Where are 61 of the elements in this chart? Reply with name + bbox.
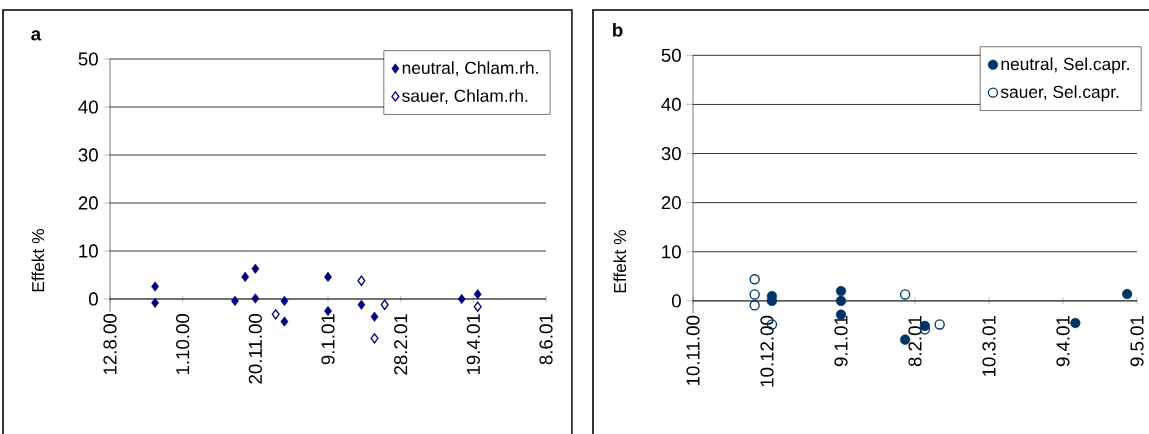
point	[324, 271, 332, 282]
y-tick-label: 0	[671, 294, 681, 308]
y-tick-label: 10	[662, 245, 681, 259]
point	[835, 285, 847, 297]
y-axis-title: Effekt %	[613, 230, 627, 293]
x-tick-label: 8.2.01	[908, 316, 922, 367]
point	[749, 300, 760, 311]
x-tick-label: 1.10.00	[176, 313, 190, 375]
point	[380, 299, 389, 310]
point	[1070, 317, 1081, 329]
y-tick-label: 50	[78, 52, 98, 66]
y-tick-label: 10	[79, 244, 98, 258]
point	[749, 289, 760, 300]
x-tick-label: 9.4.01	[1056, 316, 1070, 367]
x-tick-label: 9.1.01	[834, 316, 848, 367]
x-tick-label: 10.12.00	[760, 315, 774, 387]
chart-title: a	[31, 30, 42, 41]
x-tick-label: 8.6.01	[539, 314, 553, 365]
chart-title: b	[613, 23, 623, 37]
x-tick-label: 20.11.00	[248, 313, 262, 384]
y-tick-label: 50	[661, 48, 681, 62]
point	[151, 281, 159, 292]
x-tick-label: 12.8.00	[103, 313, 117, 375]
point	[241, 271, 250, 282]
y-tick-label: 20	[661, 196, 681, 210]
legend-label: sauer, Chlam.rh.	[402, 89, 528, 104]
point	[1122, 288, 1133, 300]
point	[473, 301, 482, 312]
legend-label: sauer, Sel.capr.	[1000, 85, 1119, 102]
y-tick-label: 40	[661, 97, 681, 112]
point	[151, 297, 159, 308]
point	[370, 311, 379, 322]
y-tick-label: 40	[78, 100, 98, 114]
point	[370, 333, 379, 344]
x-tick-label: 9.5.01	[1130, 316, 1144, 367]
point	[280, 316, 289, 327]
x-tick-label: 28.2.01	[394, 314, 408, 375]
y-tick-label: 20	[78, 196, 98, 210]
point	[473, 289, 482, 300]
y-tick-label: 0	[88, 292, 98, 306]
point	[357, 299, 366, 310]
point	[899, 289, 911, 300]
legend-label: neutral, Sel.capr.	[1001, 57, 1129, 74]
point	[934, 319, 945, 330]
x-tick-label: 19.4.01	[466, 314, 480, 375]
point	[251, 263, 260, 274]
y-tick-label: 30	[661, 146, 681, 161]
point	[749, 274, 760, 285]
point	[280, 295, 289, 306]
point	[835, 295, 847, 306]
x-tick-label: 9.1.01	[321, 314, 335, 365]
x-tick-label: 10.11.00	[686, 315, 700, 385]
y-axis-title: Effekt %	[31, 229, 45, 292]
x-tick-label: 10.3.01	[982, 316, 996, 376]
point	[357, 275, 366, 286]
point	[231, 295, 239, 306]
point	[271, 309, 280, 320]
legend-label: neutral, Chlam.rh.	[402, 61, 538, 77]
y-tick-label: 30	[78, 148, 98, 162]
point	[457, 293, 466, 305]
point	[251, 293, 260, 304]
